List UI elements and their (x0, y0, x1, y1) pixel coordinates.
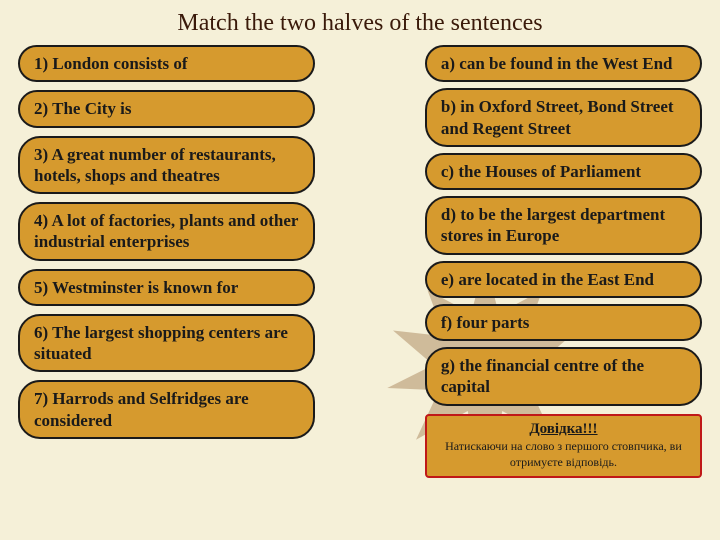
right-item-a: a) can be found in the West End (425, 45, 702, 82)
left-item-4[interactable]: 4) A lot of factories, plants and other … (18, 202, 315, 261)
hint-body: Натискаючи на слово з першого стовпчика,… (435, 439, 692, 470)
hint-box: Довідка!!! Натискаючи на слово з першого… (425, 414, 702, 479)
right-item-c: c) the Houses of Parliament (425, 153, 702, 190)
left-item-2[interactable]: 2) The City is (18, 90, 315, 127)
right-item-e: e) are located in the East End (425, 261, 702, 298)
right-item-b: b) in Oxford Street, Bond Street and Reg… (425, 88, 702, 147)
right-item-f: f) four parts (425, 304, 702, 341)
hint-title: Довідка!!! (435, 420, 692, 440)
right-item-g: g) the financial centre of the capital (425, 347, 702, 406)
left-item-6[interactable]: 6) The largest shopping centers are situ… (18, 314, 315, 373)
left-item-3[interactable]: 3) A great number of restaurants, hotels… (18, 136, 315, 195)
right-column: a) can be found in the West End b) in Ox… (425, 45, 702, 478)
matching-columns: 1) London consists of 2) The City is 3) … (0, 45, 720, 478)
left-item-1[interactable]: 1) London consists of (18, 45, 315, 82)
left-item-7[interactable]: 7) Harrods and Selfridges are considered (18, 380, 315, 439)
page-title: Match the two halves of the sentences (0, 0, 720, 45)
left-column: 1) London consists of 2) The City is 3) … (18, 45, 315, 478)
right-item-d: d) to be the largest department stores i… (425, 196, 702, 255)
left-item-5[interactable]: 5) Westminster is known for (18, 269, 315, 306)
